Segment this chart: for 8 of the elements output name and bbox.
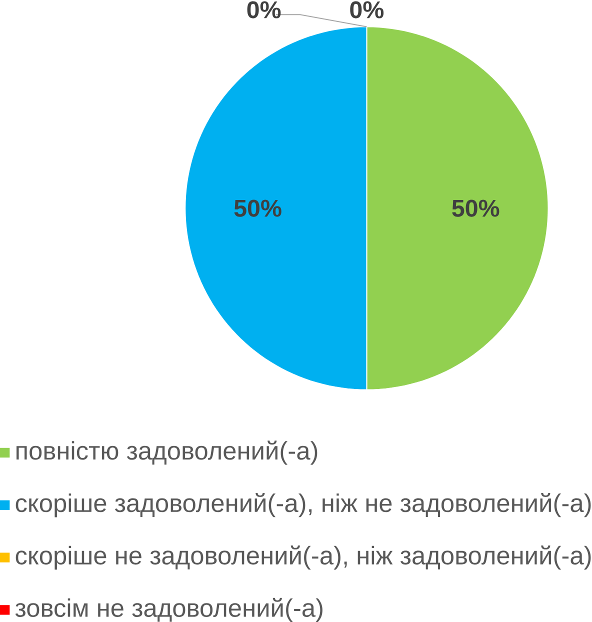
- data-label: 50%: [234, 200, 282, 217]
- legend-label: зовсім не задоволений(-а): [15, 598, 322, 622]
- legend-label: скоріше задоволений(-а), ніж не задоволений(-а): [16, 493, 591, 518]
- legend-label: повністю задоволений(-а): [16, 440, 317, 465]
- text: 0%: [350, 1, 384, 18]
- legend-label: скоріше не задоволений(-а), ніж задоволений(-а): [16, 545, 591, 570]
- data-label: 50%: [452, 200, 500, 217]
- text: 0%: [247, 1, 280, 18]
